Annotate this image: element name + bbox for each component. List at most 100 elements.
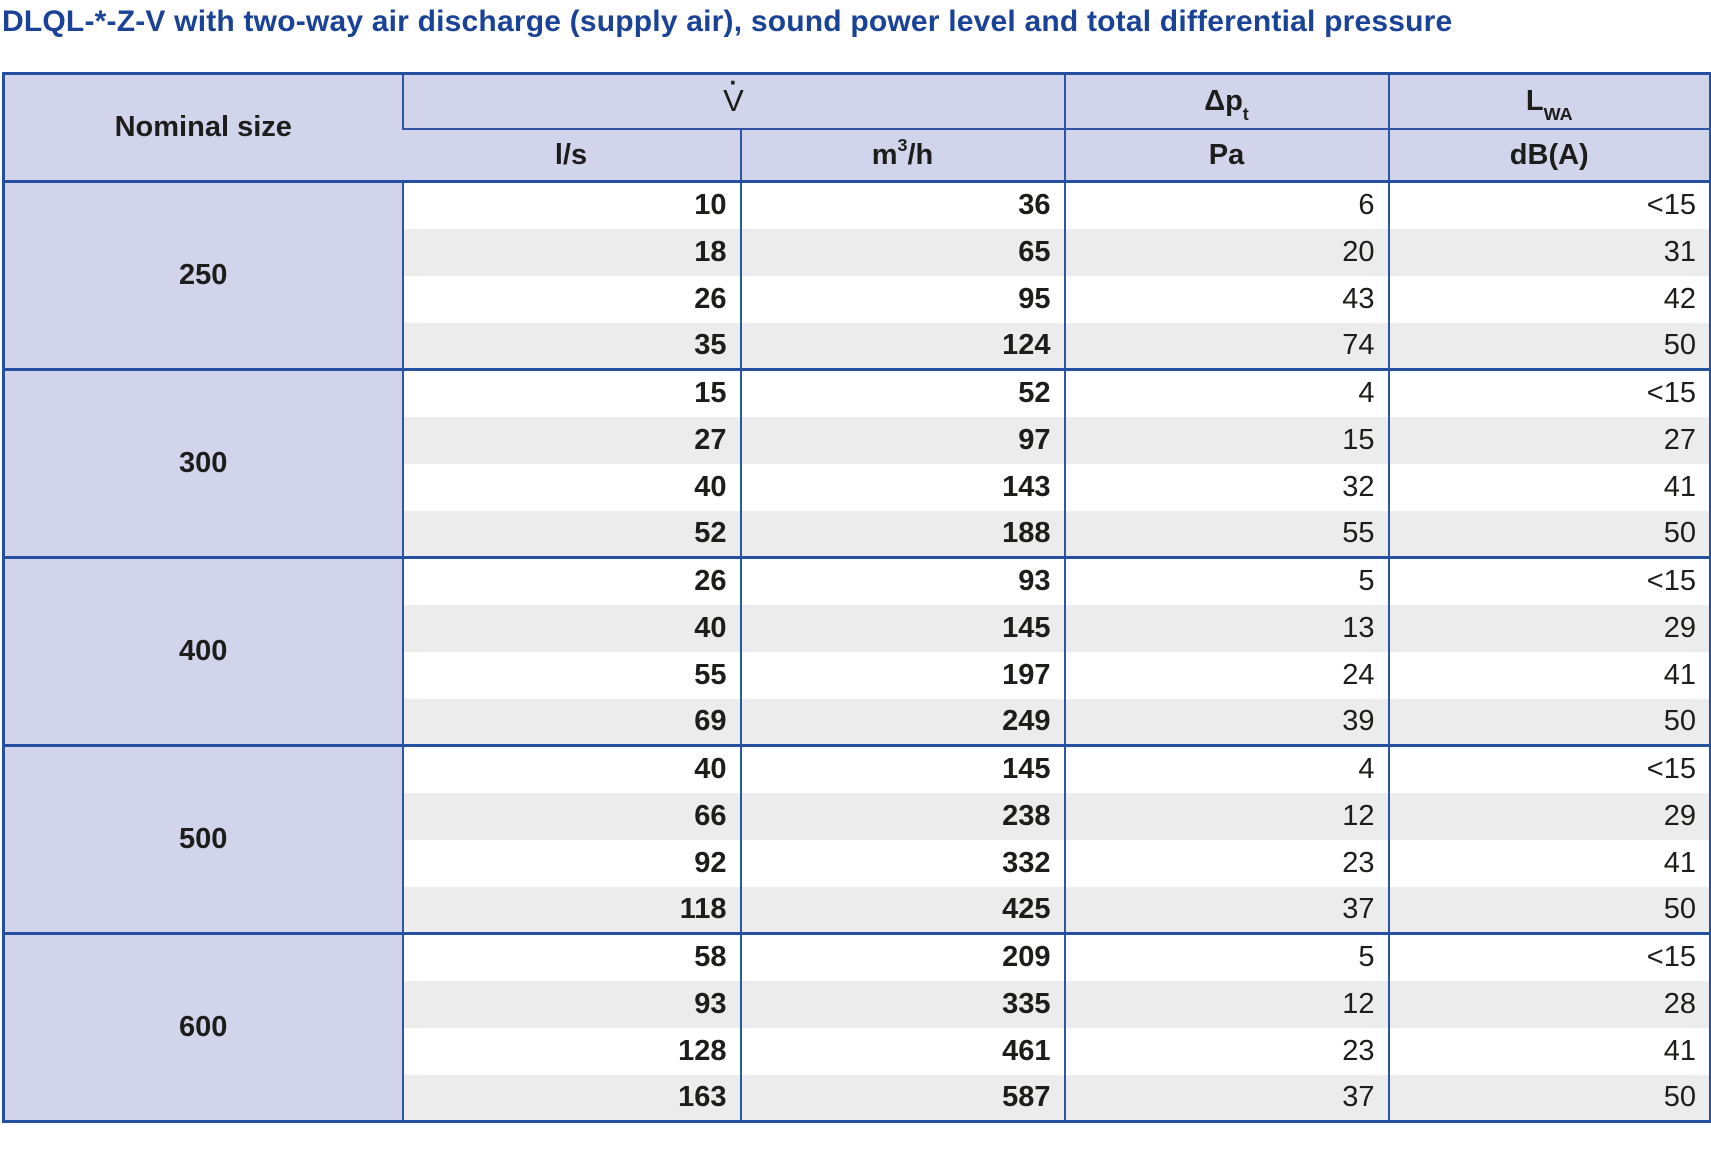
cell-pressure-pa: 24 xyxy=(1063,651,1389,699)
table-row: 40 143 32 41 xyxy=(4,463,1711,511)
header-sound-power-level: LWA xyxy=(1387,73,1711,130)
cell-flow-ls: 118 xyxy=(401,886,741,934)
cell-sound-dba: 50 xyxy=(1387,1074,1711,1122)
table-row: 35 124 74 50 xyxy=(4,322,1711,370)
table-row: 55 197 24 41 xyxy=(4,651,1711,699)
header-nominal-size: Nominal size xyxy=(3,73,403,183)
nominal-size-cell: 600 xyxy=(3,932,403,1122)
cell-flow-m3h: 461 xyxy=(739,1027,1065,1075)
header-unit-m3h: m3/h xyxy=(739,129,1065,182)
cell-pressure-pa: 74 xyxy=(1063,322,1389,370)
flow-dot: · xyxy=(729,69,738,97)
header-row-units: l/s m3/h Pa dB(A) xyxy=(4,129,1711,182)
cell-flow-ls: 18 xyxy=(401,228,741,276)
cell-flow-m3h: 335 xyxy=(739,980,1065,1028)
volume-flow-symbol: V · xyxy=(723,71,744,118)
cell-sound-dba: 29 xyxy=(1387,604,1711,652)
cell-pressure-pa: 15 xyxy=(1063,416,1389,464)
cell-sound-dba: <15 xyxy=(1387,744,1711,793)
cell-sound-dba: 41 xyxy=(1387,839,1711,887)
cell-flow-ls: 69 xyxy=(401,698,741,746)
nominal-size-cell: 400 xyxy=(3,556,403,746)
cell-sound-dba: <15 xyxy=(1387,556,1711,605)
page-title: DLQL-*-Z-V with two-way air discharge (s… xyxy=(2,5,1453,38)
cell-sound-dba: <15 xyxy=(1387,368,1711,417)
header-unit-dba: dB(A) xyxy=(1387,129,1711,182)
cell-sound-dba: <15 xyxy=(1387,180,1711,229)
cell-sound-dba: <15 xyxy=(1387,932,1711,981)
lwa-subscript: WA xyxy=(1543,104,1573,125)
cell-flow-m3h: 145 xyxy=(739,604,1065,652)
performance-table: Nominal size V · Δpt LWA l/s m3/h Pa dB(A… xyxy=(2,71,1711,1123)
header-differential-pressure: Δpt xyxy=(1063,73,1389,130)
cell-pressure-pa: 13 xyxy=(1063,604,1389,652)
cell-flow-ls: 128 xyxy=(401,1027,741,1075)
cell-flow-ls: 40 xyxy=(401,744,741,793)
cell-pressure-pa: 37 xyxy=(1063,886,1389,934)
cell-pressure-pa: 23 xyxy=(1063,839,1389,887)
cell-flow-m3h: 425 xyxy=(739,886,1065,934)
cell-flow-ls: 15 xyxy=(401,368,741,417)
cell-flow-ls: 40 xyxy=(401,463,741,511)
dp-symbol: Δp xyxy=(1204,85,1243,117)
flow-letter: V xyxy=(723,82,744,118)
m3h-superscript: 3 xyxy=(897,135,908,156)
table-row: 52 188 55 50 xyxy=(4,510,1711,558)
cell-flow-m3h: 249 xyxy=(739,698,1065,746)
table-row: 600 58 209 5 <15 xyxy=(3,932,1711,1122)
cell-flow-m3h: 124 xyxy=(739,322,1065,370)
table-row: 40 145 13 29 xyxy=(4,604,1711,652)
cell-pressure-pa: 5 xyxy=(1063,556,1389,605)
cell-pressure-pa: 55 xyxy=(1063,510,1389,558)
cell-sound-dba: 29 xyxy=(1387,792,1711,840)
cell-sound-dba: 31 xyxy=(1387,228,1711,276)
table-row: 93 335 12 28 xyxy=(4,980,1711,1028)
table-row: 92 332 23 41 xyxy=(4,839,1711,887)
cell-flow-ls: 55 xyxy=(401,651,741,699)
cell-pressure-pa: 37 xyxy=(1063,1074,1389,1122)
table-row: 69 249 39 50 xyxy=(4,698,1711,746)
cell-pressure-pa: 6 xyxy=(1063,180,1389,229)
cell-pressure-pa: 32 xyxy=(1063,463,1389,511)
cell-flow-m3h: 97 xyxy=(739,416,1065,464)
cell-pressure-pa: 43 xyxy=(1063,275,1389,323)
table-row: 27 97 15 27 xyxy=(4,416,1711,464)
header-row-symbols: Nominal size V · Δpt LWA xyxy=(3,71,1711,183)
cell-sound-dba: 50 xyxy=(1387,510,1711,558)
cell-flow-m3h: 238 xyxy=(739,792,1065,840)
cell-flow-ls: 52 xyxy=(401,510,741,558)
table-row: 66 238 12 29 xyxy=(4,792,1711,840)
table-row: 400 26 93 5 <15 xyxy=(3,556,1711,746)
cell-flow-ls: 40 xyxy=(401,604,741,652)
table-row: 128 461 23 41 xyxy=(4,1027,1711,1075)
cell-flow-ls: 35 xyxy=(401,322,741,370)
nominal-size-cell: 250 xyxy=(3,180,403,370)
table-row: 18 65 20 31 xyxy=(4,228,1711,276)
cell-flow-m3h: 587 xyxy=(739,1074,1065,1122)
cell-flow-m3h: 93 xyxy=(739,556,1065,605)
cell-sound-dba: 50 xyxy=(1387,886,1711,934)
header-unit-pa: Pa xyxy=(1063,129,1389,182)
cell-flow-m3h: 145 xyxy=(739,744,1065,793)
cell-pressure-pa: 39 xyxy=(1063,698,1389,746)
cell-sound-dba: 50 xyxy=(1387,698,1711,746)
cell-flow-m3h: 332 xyxy=(739,839,1065,887)
table-row: 118 425 37 50 xyxy=(4,886,1711,934)
table-row: 300 15 52 4 <15 xyxy=(3,368,1711,558)
nominal-size-cell: 500 xyxy=(3,744,403,934)
header-unit-ls: l/s xyxy=(402,129,741,182)
cell-flow-ls: 163 xyxy=(401,1074,741,1122)
cell-flow-ls: 93 xyxy=(401,980,741,1028)
cell-flow-ls: 58 xyxy=(401,932,741,981)
cell-flow-m3h: 52 xyxy=(739,368,1065,417)
cell-sound-dba: 27 xyxy=(1387,416,1711,464)
cell-pressure-pa: 4 xyxy=(1063,744,1389,793)
table-row: 26 95 43 42 xyxy=(4,275,1711,323)
cell-flow-m3h: 95 xyxy=(739,275,1065,323)
cell-flow-ls: 66 xyxy=(401,792,741,840)
cell-flow-m3h: 197 xyxy=(739,651,1065,699)
table-header: Nominal size V · Δpt LWA l/s m3/h Pa dB(A… xyxy=(3,71,1711,183)
cell-sound-dba: 28 xyxy=(1387,980,1711,1028)
table-row: 500 40 145 4 <15 xyxy=(3,744,1711,934)
